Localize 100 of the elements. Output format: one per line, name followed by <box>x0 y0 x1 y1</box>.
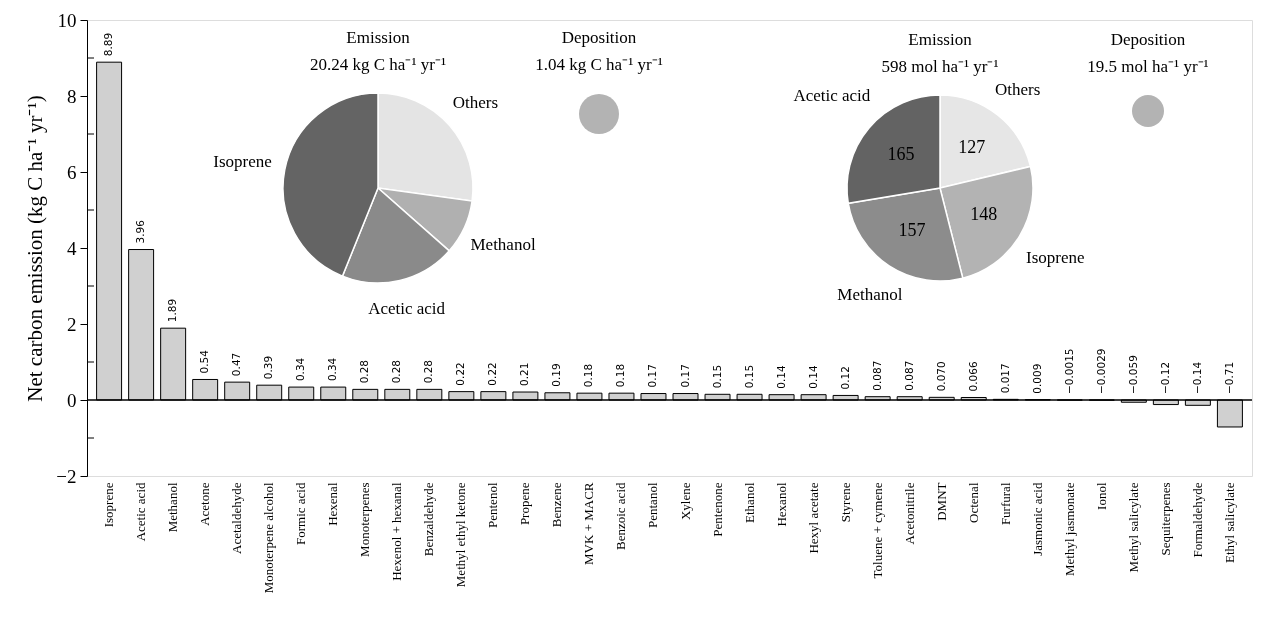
chart-subtitle: 598 mol ha⁻¹ yr⁻¹ <box>881 57 999 76</box>
x-tick-label: Hexanol <box>773 482 789 527</box>
x-tick-label: Pentenol <box>485 482 501 528</box>
x-tick-label: Isoprene <box>101 482 117 528</box>
x-tick-label: Jasmonic acid <box>1029 482 1045 556</box>
x-tick-label: Acetone <box>197 482 213 526</box>
data-label: 0.54 <box>198 349 211 374</box>
data-label: 0.087 <box>902 360 915 391</box>
data-label: 127 <box>958 136 986 157</box>
data-label: 0.21 <box>518 362 531 387</box>
data-label: −0.059 <box>1126 355 1139 394</box>
data-label: 165 <box>887 143 915 164</box>
y-tick-label: 2 <box>67 313 77 335</box>
x-tick-label: Methyl jasmonate <box>1061 482 1077 577</box>
data-label: 0.22 <box>486 362 499 386</box>
x-tick-label: Pentenone <box>709 482 725 537</box>
x-tick-label: Hexenol + hexanal <box>389 482 405 581</box>
y-axis-title: Net carbon emission (kg C ha⁻¹ yr⁻¹) <box>23 95 48 402</box>
x-tick-label: Formic acid <box>293 482 309 545</box>
x-tick-label: Xylene <box>677 482 693 521</box>
data-label: −0.71 <box>1222 361 1235 394</box>
data-label: 0.28 <box>422 359 435 384</box>
x-tick-label: Monoterpenes <box>357 482 373 557</box>
x-tick-label: DMNT <box>933 482 949 521</box>
y-tick-label: 10 <box>57 9 77 31</box>
x-tick-label: Methyl salicylate <box>1125 482 1141 573</box>
data-label: 0.14 <box>806 364 819 389</box>
x-tick-label: Styrene <box>837 482 853 523</box>
data-label: −0.12 <box>1158 361 1171 394</box>
chart-subtitle: 20.24 kg C ha⁻¹ yr⁻¹ <box>310 55 446 74</box>
data-label: −0.14 <box>1190 361 1203 394</box>
data-label: 0.19 <box>550 363 563 387</box>
x-tick-label: Acetic acid <box>133 482 149 542</box>
data-label: 148 <box>970 203 998 224</box>
x-tick-label: Hexenal <box>325 482 341 526</box>
x-tick-label: Ethyl salicylate <box>1221 482 1237 564</box>
x-tick-label: Benzene <box>549 482 565 528</box>
data-label: 0.18 <box>614 363 627 388</box>
x-tick-label: Methanol <box>165 482 181 533</box>
slice-label: Isoprene <box>213 151 272 171</box>
slice-label: Isoprene <box>1026 247 1085 267</box>
data-label: 1.89 <box>166 298 179 323</box>
chart-title: Deposition <box>1110 30 1186 49</box>
chart-title: Emission <box>346 28 411 47</box>
x-tick-label: Monoterpene alcohol <box>261 482 277 594</box>
x-tick-label: Octenal <box>965 482 981 523</box>
data-label: 0.39 <box>262 355 275 380</box>
slice-label: Others <box>452 93 499 113</box>
data-label: 0.47 <box>230 352 243 377</box>
data-label: 0.28 <box>358 359 371 384</box>
chart-title: Emission <box>908 30 973 49</box>
data-label: 0.17 <box>646 364 659 388</box>
y-tick-label: 6 <box>67 161 77 183</box>
x-tick-label: MVK + MACR <box>581 482 597 565</box>
x-tick-label: Furfural <box>997 482 1013 526</box>
data-label: 8.89 <box>102 32 115 57</box>
chart-title: Deposition <box>561 28 637 47</box>
data-label: 0.22 <box>454 362 467 386</box>
slice-label: Methanol <box>470 235 536 255</box>
x-tick-label: Hexyl acetate <box>805 482 821 554</box>
x-tick-label: Propene <box>517 482 533 526</box>
x-tick-label: Pentanol <box>645 482 661 528</box>
data-label: 0.34 <box>294 357 307 382</box>
data-label: 0.28 <box>390 359 403 384</box>
x-tick-label: Benzoic acid <box>613 482 629 550</box>
y-tick-label: 8 <box>67 85 77 107</box>
data-label: 0.087 <box>870 360 883 391</box>
data-label: 157 <box>898 219 926 240</box>
x-tick-label: Ionol <box>1093 482 1109 510</box>
data-label: 0.15 <box>742 364 755 389</box>
data-label: 0.18 <box>582 363 595 388</box>
x-tick-label: Sequiterpenes <box>1157 482 1173 556</box>
data-label: 0.009 <box>1030 363 1043 394</box>
data-label: −0.0029 <box>1094 348 1107 394</box>
x-tick-label: Ethanol <box>741 482 757 523</box>
data-label: 0.17 <box>678 364 691 388</box>
slice-label: Acetic acid <box>793 86 871 106</box>
y-tick-label: 0 <box>67 389 77 411</box>
data-label: 0.34 <box>326 357 339 382</box>
chart-subtitle: 19.5 mol ha⁻¹ yr⁻¹ <box>1087 57 1209 76</box>
data-label: 0.066 <box>966 361 979 392</box>
x-tick-label: Toluene + cymene <box>869 482 885 579</box>
data-label: 0.15 <box>710 364 723 389</box>
chart-subtitle: 1.04 kg C ha⁻¹ yr⁻¹ <box>535 55 663 74</box>
y-tick-label: 4 <box>67 237 77 259</box>
slice-label: Acetic acid <box>368 298 446 318</box>
x-tick-label: Methyl ethyl ketone <box>453 482 469 588</box>
x-tick-label: Acetonitrile <box>901 482 917 545</box>
x-tick-label: Acetaldehyde <box>229 482 245 554</box>
y-tick-label: −2 <box>56 465 77 487</box>
data-label: 0.14 <box>774 364 787 389</box>
slice-label: Methanol <box>837 285 903 305</box>
data-label: 0.070 <box>934 361 947 392</box>
data-label: −0.0015 <box>1062 348 1075 394</box>
data-label: 3.96 <box>134 219 147 244</box>
data-label: 0.12 <box>838 366 851 390</box>
x-tick-label: Formaldehyde <box>1189 482 1205 558</box>
slice-label: Others <box>994 79 1041 99</box>
x-tick-label: Benzaldehyde <box>421 482 437 557</box>
data-label: 0.017 <box>998 363 1011 394</box>
